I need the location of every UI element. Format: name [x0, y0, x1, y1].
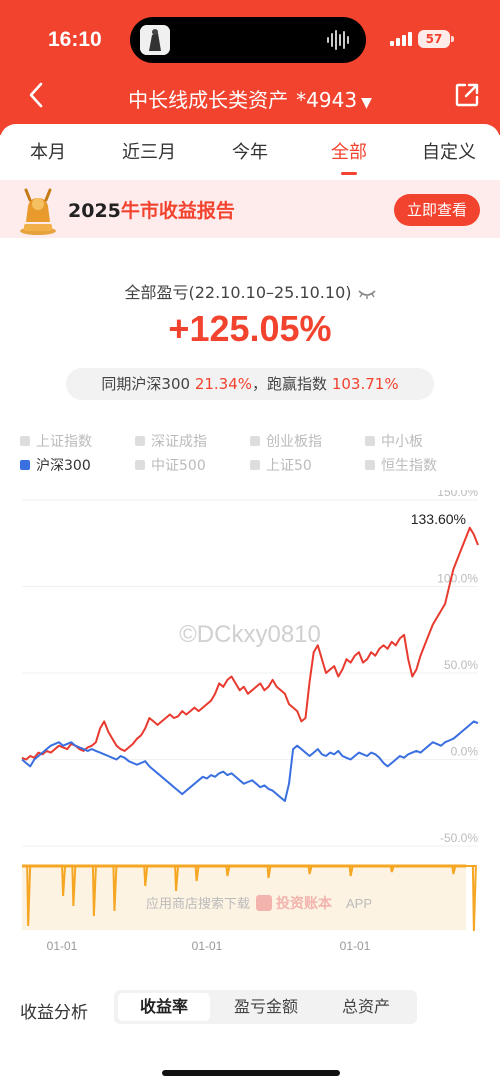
- banner-highlight: 牛市收益报告: [120, 200, 235, 222]
- tab-this-month[interactable]: 本月: [30, 142, 66, 163]
- x-tick-label: 01-01: [340, 939, 371, 953]
- x-tick-label: 01-01: [192, 939, 223, 953]
- golden-bull-icon: [20, 188, 56, 235]
- nav-bar: 中长线成长类资产 *4943 ▼: [0, 72, 500, 122]
- app-suffix: APP: [346, 896, 372, 911]
- status-time: 16:10: [48, 28, 102, 51]
- account-number: *4943: [296, 88, 358, 112]
- return-chart[interactable]: 150.0% 100.0% 50.0% 0.0% -50.0% ©DCkxy0810 0…: [0, 485, 500, 960]
- report-banner[interactable]: 2025牛市收益报告 立即查看: [0, 180, 500, 238]
- legend-item-csi300[interactable]: 沪深300: [20, 456, 91, 476]
- metric-segmented-control: 收益率 盈亏金额 总资产: [114, 990, 417, 1024]
- peak-label: 133.60%: [411, 511, 466, 527]
- analysis-label: 收益分析: [20, 1003, 88, 1023]
- compare-index-value: 21.34%: [194, 375, 253, 393]
- header-background: 16:10 57 中长线成长类资产 *4943 ▼: [0, 0, 500, 135]
- compare-prefix: 同期沪深300: [101, 375, 191, 393]
- home-indicator[interactable]: [162, 1070, 340, 1076]
- watermark-text: ©DCkxy0810: [179, 621, 321, 648]
- banner-year: 2025: [68, 200, 121, 222]
- active-tab-indicator: [341, 172, 357, 175]
- total-pl-period: 全部盈亏(22.10.10–25.10.10): [124, 283, 352, 302]
- view-now-button[interactable]: 立即查看: [394, 194, 480, 226]
- back-arrow-icon[interactable]: [22, 80, 52, 110]
- csi300-line: [21, 720, 479, 802]
- app-logo-icon: [256, 895, 272, 911]
- tab-custom[interactable]: 自定义: [422, 142, 476, 163]
- segment-return-rate[interactable]: 收益率: [118, 993, 210, 1021]
- legend-item-sse50[interactable]: 上证50: [250, 456, 312, 476]
- legend-item-csi500[interactable]: 中证500: [135, 456, 206, 476]
- analysis-bar: 收益分析 收益率 盈亏金额 总资产: [0, 990, 500, 1026]
- chevron-down-icon: ▼: [361, 95, 372, 111]
- total-pl-label: 全部盈亏(22.10.10–25.10.10): [0, 279, 500, 303]
- now-playing-artwork: [140, 25, 170, 55]
- x-tick-label: 01-01: [47, 939, 78, 953]
- compare-excess: 103.71%: [331, 375, 399, 393]
- store-note: 应用商店搜索下载: [146, 896, 250, 911]
- segment-pl-amount[interactable]: 盈亏金额: [233, 997, 298, 1016]
- legend-item-szse[interactable]: 深证成指: [135, 432, 207, 452]
- segment-total-assets[interactable]: 总资产: [341, 997, 390, 1016]
- y-tick-label: 100.0%: [437, 572, 478, 586]
- y-tick-label: 50.0%: [444, 658, 478, 672]
- legend-item-hsi[interactable]: 恒生指数: [365, 456, 437, 476]
- return-chart-svg: 150.0% 100.0% 50.0% 0.0% -50.0% ©DCkxy0810 0…: [21, 485, 479, 953]
- account-name: 中长线成长类资产: [128, 88, 289, 112]
- index-comparison: 同期沪深300 21.34%，跑赢指数 103.71%: [66, 368, 434, 400]
- y-tick-label: 150.0%: [437, 490, 478, 499]
- audio-wave-icon: [327, 30, 349, 50]
- eye-closed-icon[interactable]: [357, 289, 376, 299]
- account-selector[interactable]: 中长线成长类资产 *4943 ▼: [0, 84, 500, 113]
- position-bars: [22, 865, 477, 932]
- tab-all[interactable]: 全部: [331, 142, 367, 163]
- portfolio-return-line: [21, 526, 479, 761]
- tab-this-year[interactable]: 今年: [232, 142, 268, 163]
- legend-item-sse[interactable]: 上证指数: [20, 432, 92, 452]
- index-legend: 上证指数 深证成指 创业板指 中小板 沪深300 中证500 上证50 恒生指数: [20, 432, 490, 480]
- y-tick-label: -50.0%: [440, 831, 478, 845]
- compare-mid: ，跑赢指数: [252, 375, 328, 393]
- dynamic-island[interactable]: [130, 17, 366, 63]
- main-card: 本月 近三月 今年 全部 自定义 2025牛市收益报告 立即查看 全部盈亏(22…: [0, 124, 500, 1087]
- status-bar: 16:10 57: [0, 0, 500, 72]
- y-tick-label: 0.0%: [451, 745, 479, 759]
- app-name: 投资账本: [276, 895, 333, 911]
- battery-icon: 57: [418, 30, 454, 48]
- legend-item-sme[interactable]: 中小板: [365, 432, 423, 452]
- battery-level: 57: [418, 30, 450, 48]
- total-pl-value: +125.05%: [168, 308, 332, 349]
- banner-title: 2025牛市收益报告: [68, 196, 235, 223]
- tab-last-three-months[interactable]: 近三月: [122, 142, 176, 163]
- cellular-signal-icon: [390, 32, 412, 46]
- period-tabs: 本月 近三月 今年 全部 自定义: [0, 138, 500, 178]
- legend-item-chinext[interactable]: 创业板指: [250, 432, 322, 452]
- share-icon[interactable]: [454, 82, 480, 108]
